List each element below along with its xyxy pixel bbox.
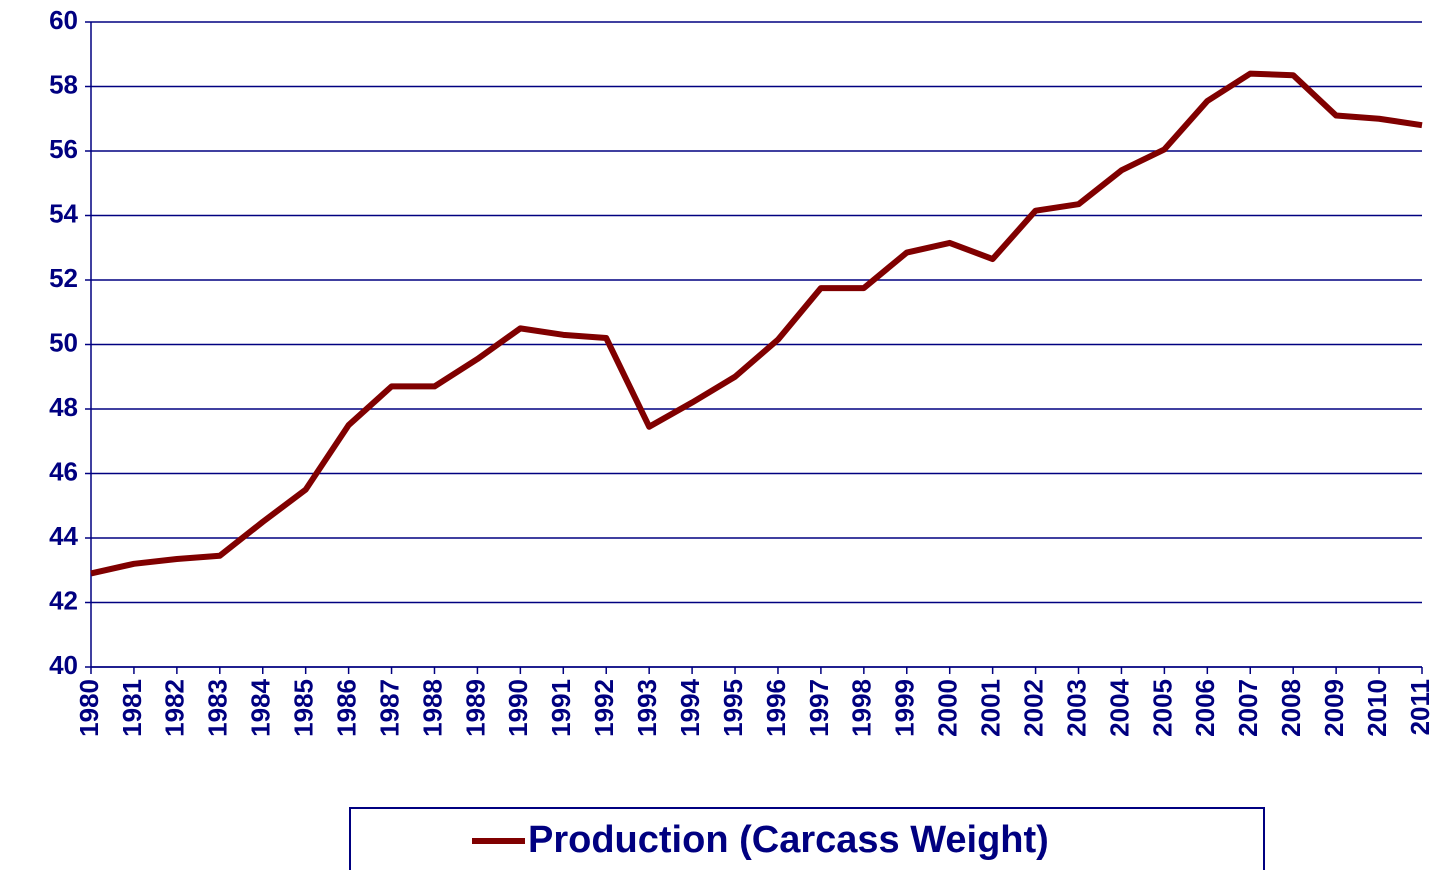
x-tick-label: 1987 [374,679,404,737]
x-tick-label: 2009 [1319,679,1349,737]
y-tick-label: 50 [49,327,78,357]
y-tick-label: 54 [49,198,78,228]
legend-label: Production (Carcass Weight) [528,819,1049,861]
y-tick-label: 44 [49,521,78,551]
x-tick-label: 1995 [718,679,748,737]
x-tick-label: 1996 [761,679,791,737]
x-tick-label: 2007 [1233,679,1263,737]
x-tick-label: 2006 [1190,679,1220,737]
x-tick-label: 1992 [589,679,619,737]
x-tick-label: 1998 [847,679,877,737]
x-tick-label: 2005 [1147,679,1177,737]
x-tick-label: 2002 [1018,679,1048,737]
x-tick-label: 1993 [632,679,662,737]
x-tick-label: 2003 [1061,679,1091,737]
x-tick-label: 2001 [976,679,1006,737]
y-tick-label: 56 [49,134,78,164]
x-tick-label: 1981 [117,679,147,737]
y-tick-label: 60 [49,5,78,35]
x-tick-label: 1991 [546,679,576,737]
x-tick-label: 2004 [1104,678,1134,736]
y-tick-label: 52 [49,263,78,293]
x-tick-label: 1997 [804,679,834,737]
x-tick-label: 1985 [289,679,319,737]
x-tick-label: 1994 [675,678,705,736]
x-tick-label: 1988 [417,679,447,737]
x-tick-label: 1990 [503,679,533,737]
x-tick-label: 1984 [246,678,276,736]
y-tick-label: 48 [49,392,78,422]
x-tick-label: 1989 [460,679,490,737]
x-tick-label: 1999 [890,679,920,737]
y-tick-label: 46 [49,456,78,486]
x-tick-label: 1983 [203,679,233,737]
line-series [90,70,1423,577]
x-tick-label: 1986 [331,679,361,737]
x-tick-label: 2000 [933,679,963,737]
y-tick-label: 42 [49,585,78,615]
x-tick-label: 1982 [160,679,190,737]
y-tick-label: 58 [49,69,78,99]
x-tick-label: 1980 [74,679,104,737]
x-tick-label: 2011 [1405,679,1435,735]
y-tick-label: 40 [49,650,78,680]
x-tick-label: 2010 [1362,679,1392,737]
x-tick-label: 2008 [1276,679,1306,737]
